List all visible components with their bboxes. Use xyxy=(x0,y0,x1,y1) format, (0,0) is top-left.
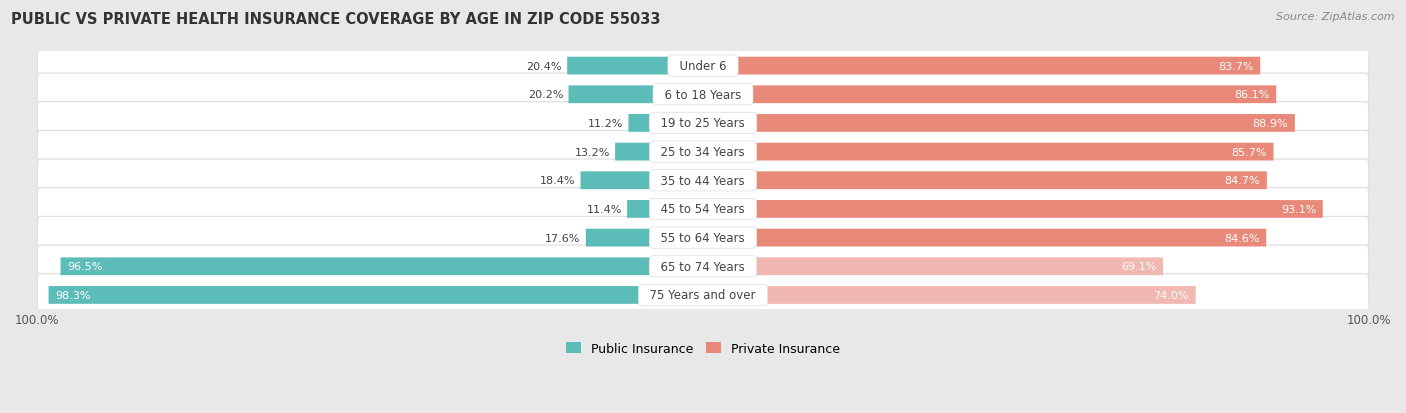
FancyBboxPatch shape xyxy=(37,188,1369,230)
Text: 88.9%: 88.9% xyxy=(1253,119,1288,128)
FancyBboxPatch shape xyxy=(703,57,1260,75)
Text: 11.2%: 11.2% xyxy=(588,119,623,128)
Text: PUBLIC VS PRIVATE HEALTH INSURANCE COVERAGE BY AGE IN ZIP CODE 55033: PUBLIC VS PRIVATE HEALTH INSURANCE COVER… xyxy=(11,12,661,27)
FancyBboxPatch shape xyxy=(614,143,703,161)
FancyBboxPatch shape xyxy=(60,258,703,275)
Text: 93.1%: 93.1% xyxy=(1281,204,1316,214)
FancyBboxPatch shape xyxy=(703,86,1277,104)
Legend: Public Insurance, Private Insurance: Public Insurance, Private Insurance xyxy=(561,337,845,360)
Text: 69.1%: 69.1% xyxy=(1121,262,1156,272)
FancyBboxPatch shape xyxy=(37,102,1369,145)
Text: 83.7%: 83.7% xyxy=(1218,62,1254,71)
Text: 11.4%: 11.4% xyxy=(586,204,621,214)
FancyBboxPatch shape xyxy=(37,74,1369,116)
Text: 18.4%: 18.4% xyxy=(540,176,575,186)
FancyBboxPatch shape xyxy=(703,143,1274,161)
Text: 85.7%: 85.7% xyxy=(1232,147,1267,157)
Text: 6 to 18 Years: 6 to 18 Years xyxy=(657,88,749,102)
FancyBboxPatch shape xyxy=(37,45,1369,88)
Text: Under 6: Under 6 xyxy=(672,60,734,73)
FancyBboxPatch shape xyxy=(703,258,1163,275)
Text: 20.2%: 20.2% xyxy=(527,90,564,100)
FancyBboxPatch shape xyxy=(37,160,1369,202)
Text: 74.0%: 74.0% xyxy=(1153,290,1189,300)
FancyBboxPatch shape xyxy=(37,274,1369,316)
Text: 20.4%: 20.4% xyxy=(526,62,562,71)
FancyBboxPatch shape xyxy=(628,115,703,133)
Text: 84.6%: 84.6% xyxy=(1225,233,1260,243)
Text: 65 to 74 Years: 65 to 74 Years xyxy=(654,260,752,273)
FancyBboxPatch shape xyxy=(703,172,1267,190)
Text: 19 to 25 Years: 19 to 25 Years xyxy=(654,117,752,130)
FancyBboxPatch shape xyxy=(586,229,703,247)
FancyBboxPatch shape xyxy=(37,131,1369,173)
Text: 84.7%: 84.7% xyxy=(1225,176,1260,186)
Text: 86.1%: 86.1% xyxy=(1234,90,1270,100)
FancyBboxPatch shape xyxy=(37,217,1369,259)
FancyBboxPatch shape xyxy=(568,86,703,104)
Text: 13.2%: 13.2% xyxy=(575,147,610,157)
Text: 98.3%: 98.3% xyxy=(55,290,91,300)
FancyBboxPatch shape xyxy=(567,57,703,75)
Text: 55 to 64 Years: 55 to 64 Years xyxy=(654,232,752,244)
FancyBboxPatch shape xyxy=(581,172,703,190)
FancyBboxPatch shape xyxy=(703,201,1323,218)
Text: 35 to 44 Years: 35 to 44 Years xyxy=(654,174,752,188)
Text: 25 to 34 Years: 25 to 34 Years xyxy=(654,146,752,159)
FancyBboxPatch shape xyxy=(49,286,703,304)
FancyBboxPatch shape xyxy=(703,286,1195,304)
FancyBboxPatch shape xyxy=(703,229,1267,247)
Text: 75 Years and over: 75 Years and over xyxy=(643,289,763,302)
Text: 96.5%: 96.5% xyxy=(67,262,103,272)
Text: Source: ZipAtlas.com: Source: ZipAtlas.com xyxy=(1277,12,1395,22)
FancyBboxPatch shape xyxy=(37,245,1369,288)
Text: 17.6%: 17.6% xyxy=(546,233,581,243)
FancyBboxPatch shape xyxy=(627,201,703,218)
FancyBboxPatch shape xyxy=(703,115,1295,133)
Text: 45 to 54 Years: 45 to 54 Years xyxy=(654,203,752,216)
